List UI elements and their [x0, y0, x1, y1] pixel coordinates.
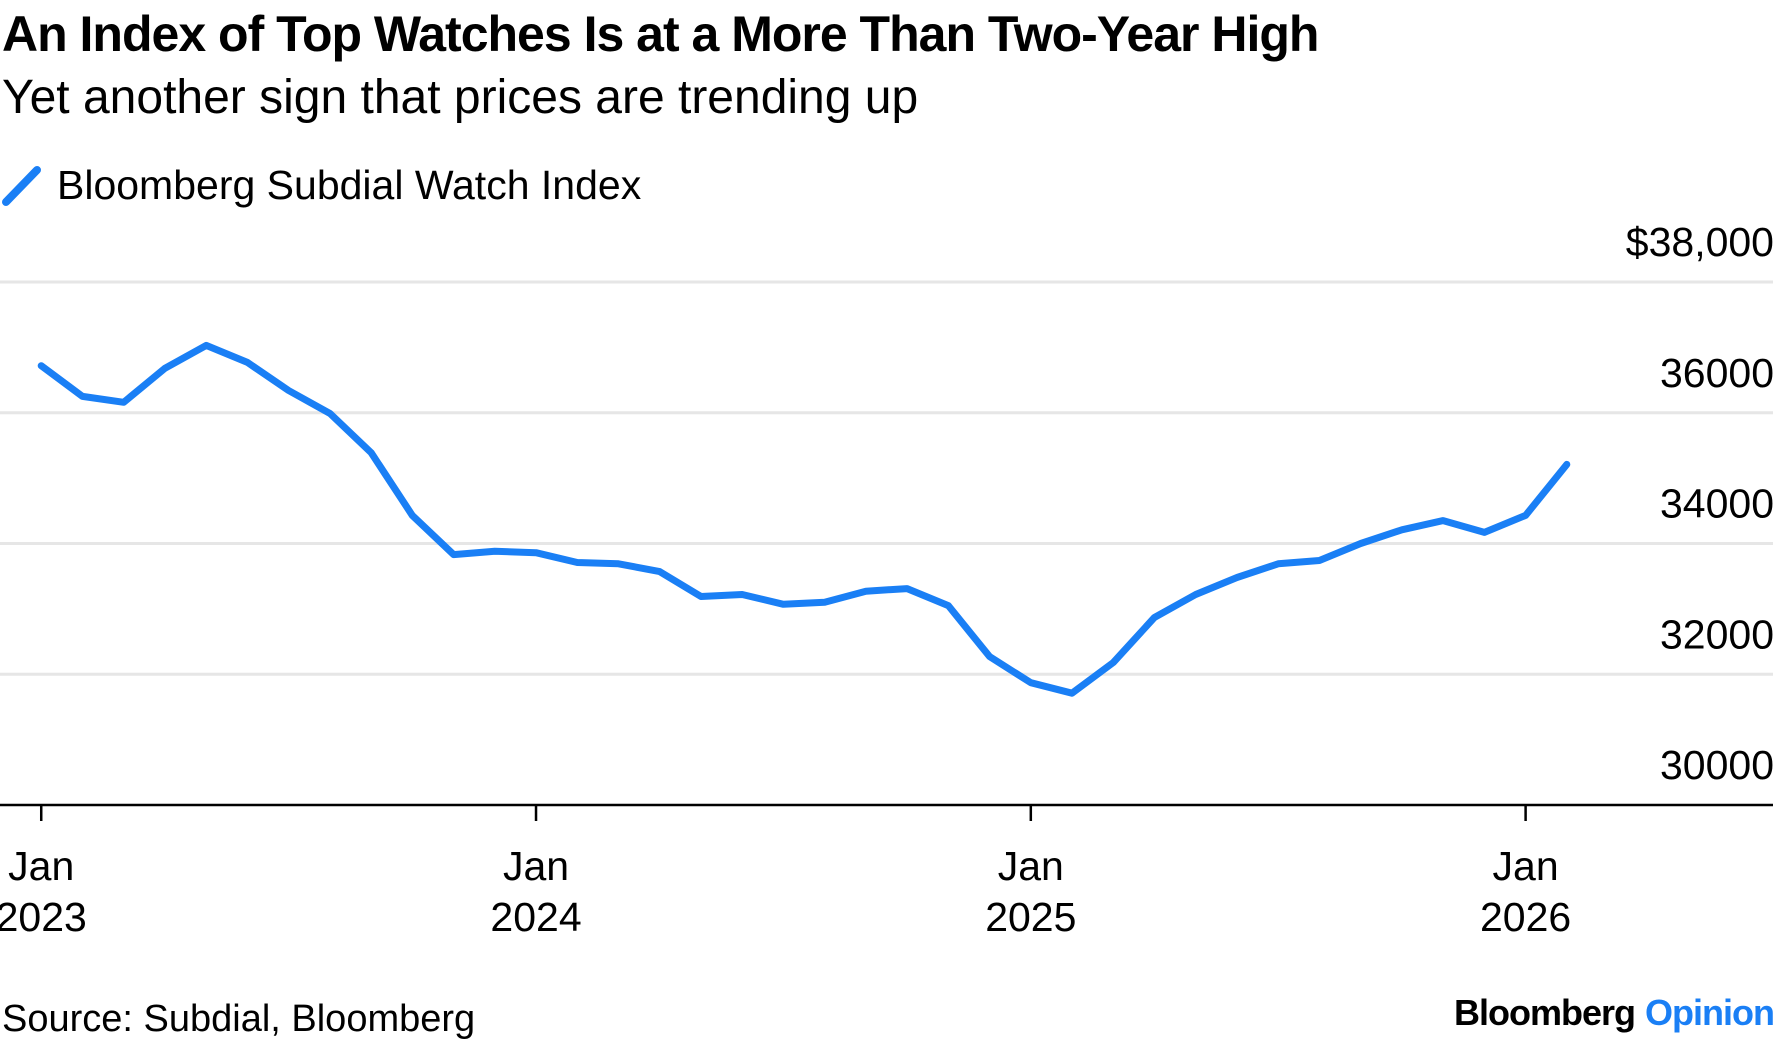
y-tick-label: 36000 — [1660, 350, 1774, 396]
y-tick-label: $38,000 — [1626, 219, 1774, 265]
x-tick-label: Jan 2023 — [0, 843, 87, 940]
legend-label: Bloomberg Subdial Watch Index — [57, 162, 642, 208]
x-tick-label-line: 2025 — [985, 894, 1076, 940]
brand: Bloomberg Opinion — [1454, 992, 1774, 1033]
legend-swatch — [2, 166, 41, 206]
y-tick-label: 30000 — [1660, 742, 1774, 788]
x-tick-label: Jan 2024 — [490, 843, 581, 940]
x-tick-label: Jan 2025 — [985, 843, 1076, 940]
data-line — [37, 341, 1571, 697]
x-tick-label-line: Jan — [8, 843, 74, 889]
x-tick-label-line: Jan — [998, 843, 1064, 889]
source: Source: Subdial, Bloomberg — [2, 998, 475, 1040]
x-tick-label-line: Jan — [503, 843, 569, 889]
x-tick-label-line: Jan — [1493, 843, 1559, 889]
x-tick-label-line: 2023 — [0, 894, 87, 940]
y-tick-label: 32000 — [1660, 611, 1774, 657]
brand-name: Bloomberg — [1454, 992, 1635, 1033]
x-tick-label-line: 2026 — [1480, 894, 1571, 940]
y-tick-label: 34000 — [1660, 481, 1774, 527]
x-tick-label-line: 2024 — [490, 894, 581, 940]
chart-title: An Index of Top Watches Is at a More Tha… — [2, 6, 1318, 62]
x-tick-label: Jan 2026 — [1480, 843, 1571, 940]
chart-subtitle: Yet another sign that prices are trendin… — [2, 71, 918, 124]
brand-section: Opinion — [1645, 992, 1774, 1033]
